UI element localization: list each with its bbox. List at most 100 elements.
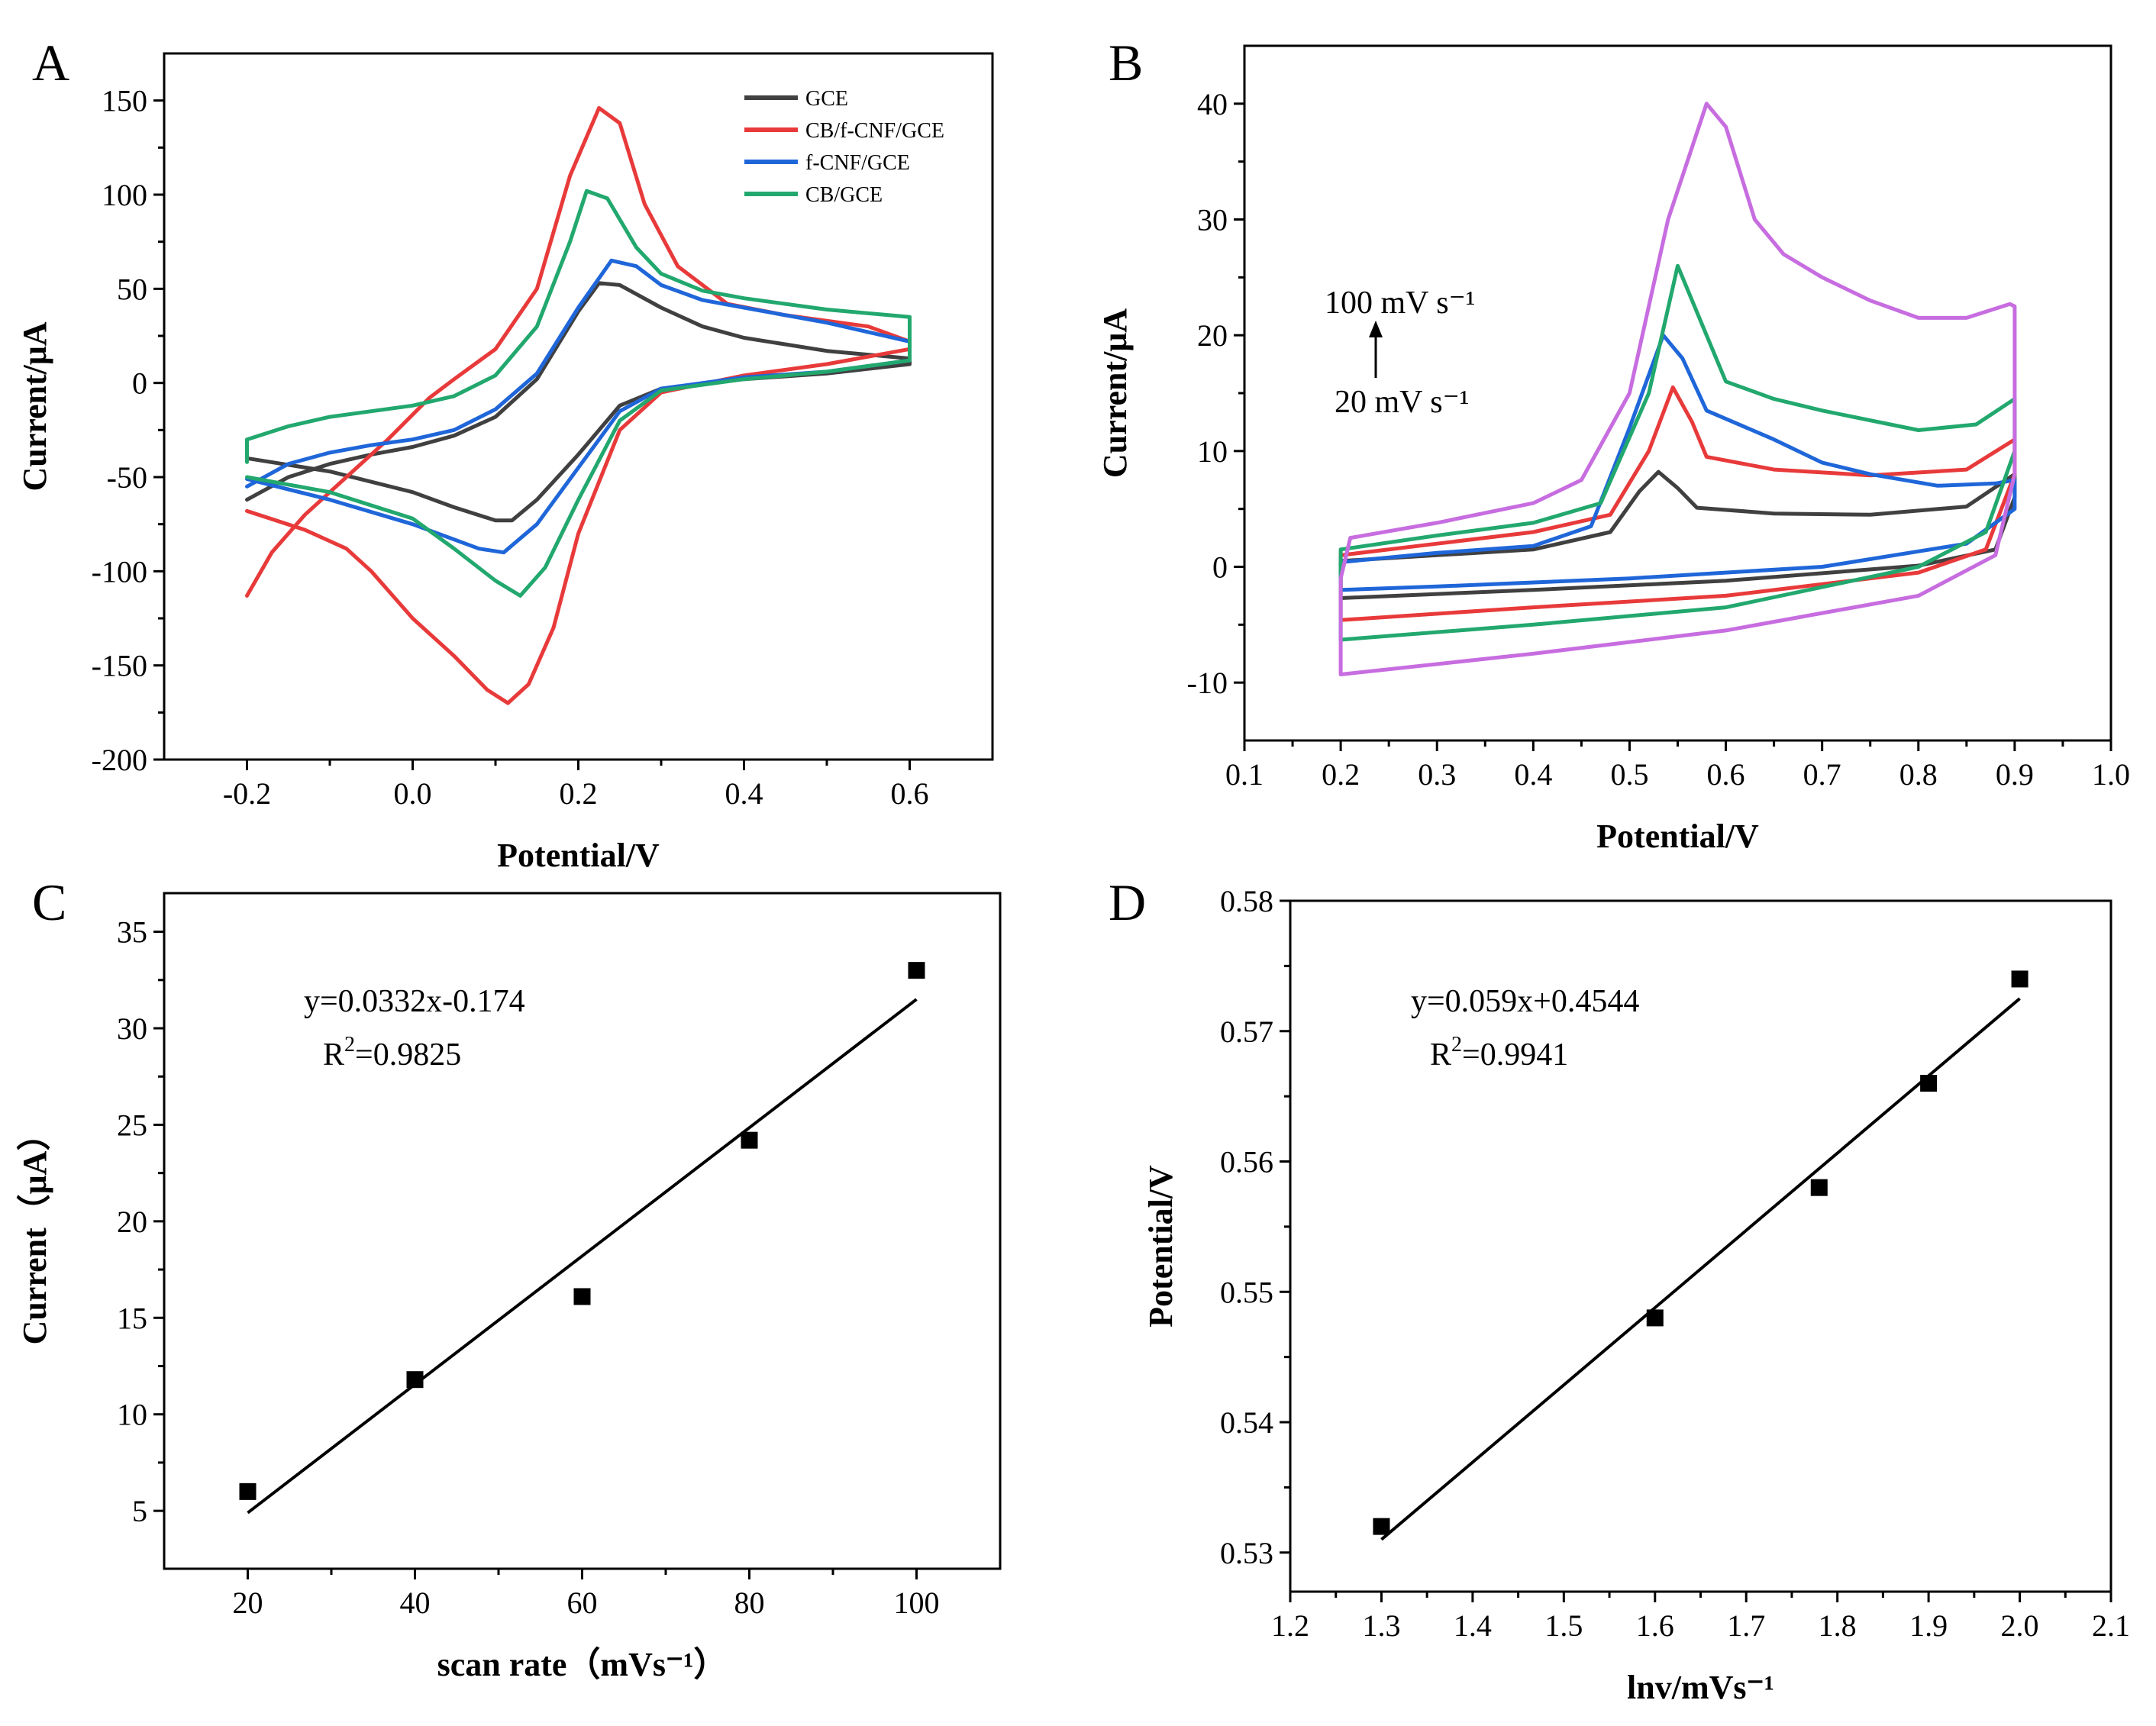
r2-label-d: R [1430, 1037, 1451, 1073]
x-tick-label-c: 100 [894, 1586, 940, 1620]
series-line-f-cnf-gce [245, 258, 912, 555]
legend-label-gce: GCE [805, 87, 848, 111]
r2-sup-c: 2 [344, 1033, 355, 1057]
x-tick-label-b: 0.4 [1514, 757, 1552, 792]
plot-frame-c [163, 892, 1002, 1570]
data-point-d [1373, 1518, 1390, 1535]
x-tick-label-d: 1.3 [1362, 1608, 1400, 1643]
y-tick-label-b: 40 [1197, 87, 1228, 121]
r-squared-c: R2=0.9825 [323, 1033, 461, 1073]
y-tick-label-d: 0.55 [1220, 1275, 1273, 1309]
x-axis-label-c: scan rate（mVs⁻¹） [437, 1646, 728, 1683]
x-tick-label-c: 60 [567, 1586, 598, 1620]
x-axis-label-b: Potential/V [1596, 818, 1759, 855]
y-tick-label-a: 50 [117, 272, 147, 306]
series-line-100-mv-s [1338, 102, 2017, 676]
x-tick-label-d: 2.0 [2001, 1608, 2039, 1643]
y-tick-label-c: 15 [117, 1301, 147, 1335]
x-tick-label-a: 0.2 [560, 776, 598, 811]
x-tick-label-a: 0.0 [394, 776, 432, 811]
equation-c: y=0.0332x-0.174 [304, 984, 525, 1019]
scan-rate-annotation: 100 mV s⁻¹ 20 mV s⁻¹ [1325, 286, 1475, 420]
data-point-d [1810, 1179, 1828, 1196]
y-tick-label-d: 0.54 [1220, 1405, 1273, 1440]
arrow-up-icon [1369, 321, 1383, 337]
x-tick-label-b: 0.2 [1322, 757, 1360, 792]
y-tick-label-c: 20 [117, 1205, 147, 1239]
x-tick-label-a: -0.2 [223, 776, 271, 811]
x-tick-label-a: 0.6 [891, 776, 929, 811]
fit-line-d [1380, 997, 2021, 1541]
y-tick-label-a: -50 [107, 460, 147, 495]
y-tick-label-d: 0.58 [1220, 884, 1273, 918]
x-axis-label-d: lnv/mVs⁻¹ [1627, 1669, 1774, 1706]
x-tick-label-b: 1.0 [2092, 757, 2130, 792]
data-point-d [2011, 970, 2029, 988]
fit-line-c [247, 998, 918, 1515]
series-line-gce [245, 281, 912, 523]
series-line-80-mv-s [1338, 263, 2017, 642]
x-tick-label-b: 0.3 [1418, 757, 1456, 792]
x-tick-label-d: 1.6 [1636, 1608, 1674, 1643]
chart-panel-b: 0.1 0.2 0.3 0.4 0.5 0.6 0.7 0.8 0.9 1.0 -10 0 10 20 30… [1096, 44, 2130, 855]
y-tick-label-a: -150 [92, 649, 147, 683]
r-squared-d: R2=0.9941 [1430, 1033, 1568, 1073]
chart-panel-a: -0.2 0.0 0.2 0.4 0.6 -200 -150 -100 -50 0 50 100 150… [16, 52, 994, 874]
y-tick-label-c: 30 [117, 1011, 147, 1046]
y-tick-label-b: 30 [1197, 203, 1228, 237]
y-tick-label-d: 0.57 [1220, 1015, 1273, 1049]
y-axis-label-a: Current/μA [16, 321, 53, 491]
legend-label-cb-gce: CB/GCE [805, 183, 883, 207]
panel-label-d: D [1109, 873, 1146, 931]
x-tick-label-d: 1.8 [1819, 1608, 1857, 1643]
y-tick-label-b: -10 [1187, 666, 1228, 700]
y-tick-label-d: 0.56 [1220, 1145, 1273, 1179]
y-tick-label-a: 100 [102, 178, 147, 212]
series-line-60-mv-s [1338, 333, 2017, 592]
y-tick-label-c: 10 [117, 1398, 147, 1432]
r2-sup-d: 2 [1451, 1033, 1462, 1057]
x-tick-label-d: 1.5 [1544, 1608, 1583, 1643]
y-axis-label-d: Potential/V [1142, 1165, 1180, 1328]
data-point-c [741, 1131, 758, 1149]
x-tick-label-b: 0.8 [1899, 757, 1938, 792]
x-tick-label-d: 1.2 [1271, 1608, 1309, 1643]
data-point-d [1920, 1075, 1938, 1092]
x-tick-label-b: 0.1 [1225, 757, 1264, 792]
x-tick-label-d: 1.4 [1454, 1608, 1492, 1643]
equation-d: y=0.059x+0.4544 [1411, 984, 1639, 1019]
chart-panel-c: 20 40 60 80 100 5 10 15 20 25 30 35 scan rate（mVs⁻¹）… [16, 892, 1002, 1683]
legend-label-cb-fcnf-gce: CB/f-CNF/GCE [805, 119, 944, 143]
regression-equation-d: y=0.059x+0.4544 R2=0.9941 [1411, 984, 1639, 1073]
y-tick-label-a: -200 [92, 743, 147, 777]
regression-equation-c: y=0.0332x-0.174 R2=0.9825 [304, 984, 525, 1073]
data-point-d [1646, 1309, 1664, 1327]
y-tick-label-b: 0 [1212, 550, 1228, 585]
legend-a: GCE CB/f-CNF/GCE f-CNF/GCE CB/GCE [744, 87, 944, 207]
x-tick-label-c: 20 [233, 1586, 263, 1620]
r2-value-c: =0.9825 [355, 1037, 461, 1073]
data-point-c [573, 1288, 591, 1305]
annotation-20-mv: 20 mV s⁻¹ [1335, 385, 1469, 420]
y-tick-label-a: 150 [102, 84, 147, 118]
series-line-20-mv-s [1338, 469, 2017, 600]
chart-panel-d: 1.2 1.3 1.4 1.5 1.6 1.7 1.8 1.9 2.0 2.1 0.53 0.54 0.… [1142, 884, 2130, 1706]
x-tick-label-d: 1.9 [1909, 1608, 1948, 1643]
y-axis-label-b: Current/μA [1096, 308, 1134, 478]
x-axis-label-a: Potential/V [497, 837, 660, 874]
y-tick-label-c: 25 [117, 1108, 147, 1142]
series-line-cb-gce [245, 189, 912, 598]
data-point-c [239, 1482, 257, 1500]
y-tick-label-d: 0.53 [1220, 1536, 1273, 1570]
y-tick-label-b: 20 [1197, 318, 1228, 353]
r2-value-d: =0.9941 [1462, 1037, 1568, 1073]
annotation-100-mv: 100 mV s⁻¹ [1325, 286, 1475, 321]
legend-label-fcnf-gce: f-CNF/GCE [805, 151, 910, 175]
x-tick-label-d: 1.7 [1727, 1608, 1765, 1643]
x-tick-label-b: 0.5 [1610, 757, 1648, 792]
y-tick-label-c: 5 [132, 1494, 147, 1528]
x-tick-label-d: 2.1 [2092, 1608, 2130, 1643]
x-tick-label-c: 40 [400, 1586, 431, 1620]
x-tick-label-b: 0.6 [1707, 757, 1745, 792]
